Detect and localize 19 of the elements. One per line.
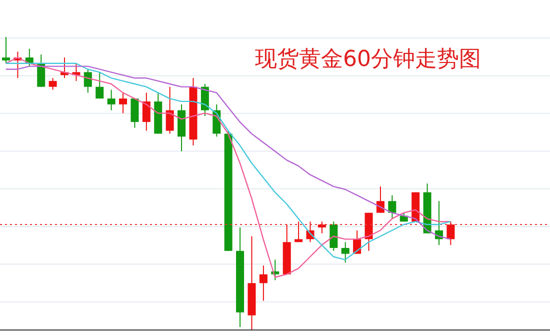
candlestick — [119, 92, 128, 114]
candlestick — [107, 89, 116, 111]
candlestick — [259, 265, 268, 302]
candlestick — [376, 186, 384, 214]
candlestick — [341, 242, 350, 264]
candlestick — [2, 37, 10, 64]
candlestick — [166, 86, 174, 134]
candlestick — [84, 68, 92, 94]
candlestick — [330, 221, 338, 252]
candlestick — [48, 78, 57, 90]
candlestick — [142, 92, 150, 132]
candlestick — [96, 72, 104, 100]
candlestick — [37, 54, 46, 88]
candlestick — [130, 98, 139, 128]
candlestick — [318, 221, 326, 234]
candlestick — [446, 221, 455, 246]
candlestick — [388, 194, 396, 220]
candlestick — [294, 221, 303, 243]
text: 现货黄金60分钟走势图 — [255, 47, 481, 72]
